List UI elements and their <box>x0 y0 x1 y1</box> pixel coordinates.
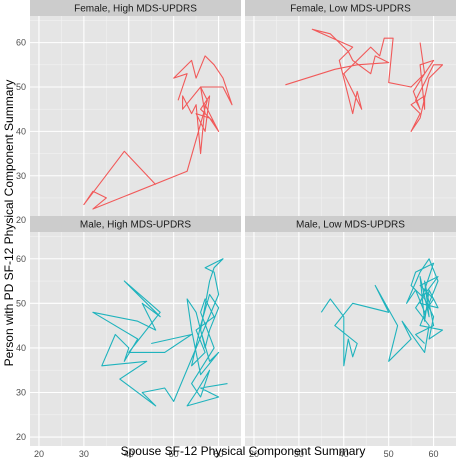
y-tick-label: 30 <box>16 388 26 398</box>
y-tick-label: 40 <box>16 343 26 353</box>
series-line <box>92 258 228 407</box>
y-tick-label: 30 <box>16 171 26 181</box>
facet-panel: Male, Low MDS-UPDRS 20 30 40 50 60 <box>245 216 456 459</box>
y-tick-label: 60 <box>16 38 26 48</box>
x-tick-label: 60 <box>214 449 224 459</box>
y-tick-label: 60 <box>16 254 26 264</box>
x-tick-label: 40 <box>339 449 349 459</box>
series-line <box>285 28 444 132</box>
x-tick-label: 20 <box>249 449 259 459</box>
y-tick-label: 20 <box>16 432 26 442</box>
y-tick-label: 50 <box>16 82 26 92</box>
facet-strip-title: Male, High MDS-UPDRS <box>80 220 191 231</box>
x-tick-label: 50 <box>384 449 394 459</box>
facet-strip <box>245 0 456 16</box>
y-axis-title: Person with PD SF-12 Physical Component … <box>2 80 16 367</box>
x-tick-label: 50 <box>169 449 179 459</box>
x-tick-label: 20 <box>34 449 44 459</box>
facet-panel: Female, Low MDS-UPDRS <box>245 0 456 229</box>
x-axis-title: Spouse SF-12 Physical Component Summary <box>121 444 366 458</box>
series-line <box>320 258 444 367</box>
y-tick-label: 20 <box>16 215 26 225</box>
facet-panel: Female, High MDS-UPDRS 20 30 40 50 60 <box>16 0 241 229</box>
facet-strip-title: Male, Low MDS-UPDRS <box>296 220 405 231</box>
facet-strip <box>245 216 456 232</box>
y-tick-label: 50 <box>16 298 26 308</box>
facet-strip-title: Female, Low MDS-UPDRS <box>290 4 411 15</box>
facet-panel: Male, High MDS-UPDRS 20 30 40 50 60 20 30 40 50 60 <box>16 216 241 459</box>
x-tick-label: 40 <box>124 449 134 459</box>
series-line <box>83 55 233 210</box>
panels-layer: Female, High MDS-UPDRS2030405060Female, … <box>16 0 456 459</box>
x-tick-label: 30 <box>79 449 89 459</box>
facet-strip-title: Female, High MDS-UPDRS <box>74 4 197 15</box>
facet-strip <box>30 216 241 232</box>
y-tick-label: 40 <box>16 126 26 136</box>
x-tick-label: 30 <box>294 449 304 459</box>
x-tick-label: 60 <box>429 449 439 459</box>
facet-strip <box>30 0 241 16</box>
